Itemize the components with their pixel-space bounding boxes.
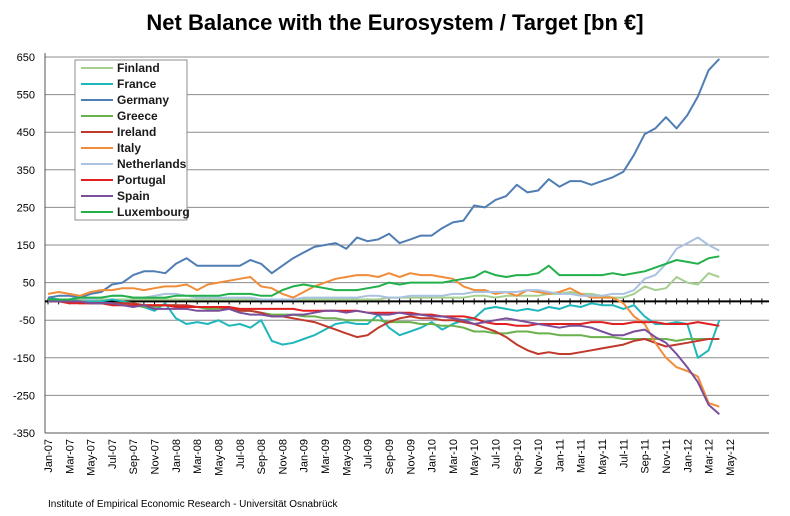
chart-title: Net Balance with the Eurosystem / Target… (146, 10, 644, 35)
x-tick-label: Sep-11 (640, 439, 652, 474)
x-tick-label: Mar-10 (448, 439, 460, 474)
series-line-netherlands (48, 236, 720, 301)
x-tick-label: Sep-09 (384, 439, 396, 474)
x-tick-label: Jul-08 (235, 439, 247, 469)
x-tick-label: Jan-07 (43, 439, 55, 473)
x-tick-label: Mar-08 (192, 439, 204, 474)
x-tick-label: May-10 (469, 439, 481, 476)
x-tick-label: Nov-10 (533, 439, 545, 474)
x-tick-label: May-09 (341, 439, 353, 476)
x-tick-label: Mar-09 (320, 439, 332, 474)
x-tick-label: Nov-09 (405, 439, 417, 474)
x-tick-label: Jan-10 (427, 439, 439, 473)
x-tick-label: Sep-08 (256, 439, 268, 474)
legend-label: Portugal (117, 173, 166, 187)
y-tick-label: 650 (17, 52, 35, 64)
x-tick-label: Jan-11 (554, 439, 566, 472)
series-line-spain (48, 300, 720, 415)
x-tick-label: Nov-08 (277, 439, 289, 474)
legend-label: Italy (117, 141, 141, 155)
legend-label: Greece (117, 109, 158, 123)
y-tick-label: 150 (17, 240, 35, 252)
series-line-finland (48, 272, 720, 301)
x-tick-label: Sep-07 (128, 439, 140, 474)
x-tick-label: May-11 (597, 439, 609, 475)
y-tick-label: 450 (17, 127, 35, 139)
y-tick-label: -350 (13, 428, 35, 440)
y-tick-label: 50 (23, 278, 35, 290)
legend-label: France (117, 77, 157, 91)
y-tick-label: -50 (19, 315, 35, 327)
x-tick-label: Sep-10 (512, 439, 524, 474)
series-line-italy (47, 272, 720, 408)
legend-label: Netherlands (117, 157, 187, 171)
x-tick-label: May-08 (213, 439, 225, 476)
x-tick-label: Jul-07 (107, 439, 119, 469)
series-line-portugal (48, 300, 720, 327)
legend-label: Ireland (117, 125, 156, 139)
y-tick-label: -250 (13, 390, 35, 402)
footer-source: Institute of Empirical Economic Research… (48, 499, 338, 510)
x-axis-tick-labels: Jan-07 Mar-07 May-07 Jul-07 Sep-07 Nov-07 Jan-… (43, 439, 737, 476)
x-tick-label: Jul-11 (618, 439, 630, 468)
legend-label: Finland (117, 61, 160, 75)
x-tick-label: Jul-10 (491, 439, 503, 469)
legend-label: Luxembourg (117, 205, 190, 219)
x-tick-label: Mar-11 (576, 439, 588, 473)
x-tick-label: Nov-11 (661, 439, 673, 474)
x-tick-label: Jan-12 (682, 439, 694, 473)
legend-box (74, 59, 188, 221)
x-tick-label: Jan-09 (299, 439, 311, 473)
y-axis-tick-labels: 650 550 450 350 250 150 50 -50 -150 -250 -350 (13, 52, 35, 440)
x-tick-label: Mar-07 (64, 439, 76, 474)
legend-label: Germany (117, 93, 169, 107)
y-tick-label: 350 (17, 165, 35, 177)
series-lines (47, 58, 721, 415)
y-tick-label: 550 (17, 90, 35, 102)
series-line-germany (47, 58, 721, 299)
x-tick-label: May-12 (725, 439, 737, 476)
x-tick-label: Jan-08 (171, 439, 183, 473)
series-line-luxembourg (48, 255, 720, 301)
y-tick-label: -150 (13, 353, 35, 365)
legend-label: Spain (117, 189, 150, 203)
x-tick-label: Nov-07 (150, 439, 162, 474)
x-tick-label: Jul-09 (363, 439, 375, 469)
legend: Finland France Germany Greece Ireland Italy Ne… (74, 59, 190, 221)
x-tick-label: May-07 (86, 439, 98, 476)
x-tick-label: Mar-12 (704, 439, 716, 474)
y-tick-label: 250 (17, 202, 35, 214)
